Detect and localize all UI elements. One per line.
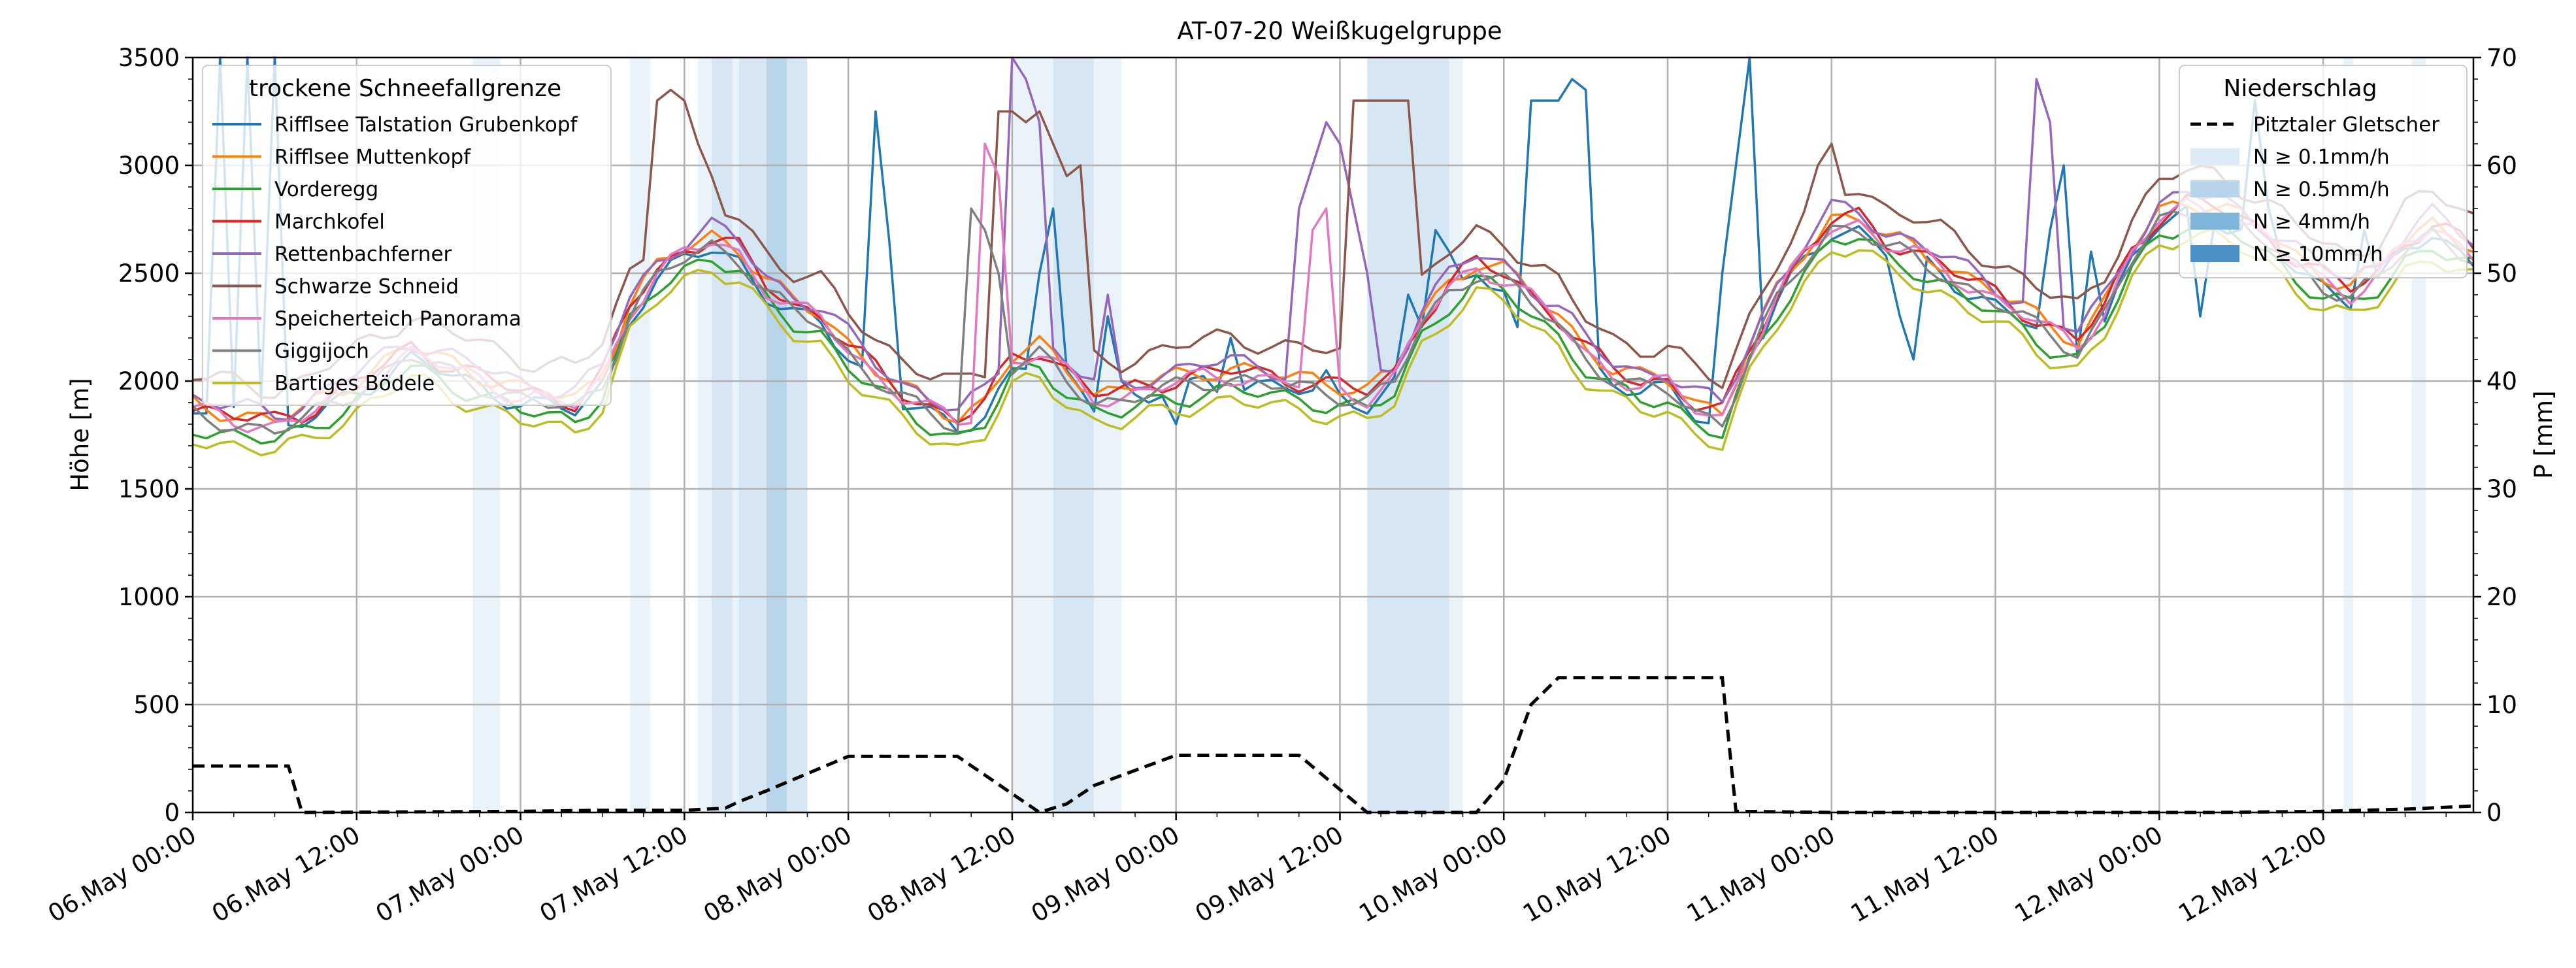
series-line-4 — [192, 193, 2475, 424]
y-tick-label-left: 3500 — [118, 44, 180, 72]
legend-band-swatch-2 — [2190, 180, 2239, 197]
y-tick-label-right: 0 — [2486, 799, 2502, 827]
x-tick-label: 10.May 00:00 — [1354, 821, 1511, 928]
precip-band-12 — [1449, 58, 1463, 812]
x-tick-label: 12.May 00:00 — [2010, 821, 2168, 928]
legend-label-3: Vorderegg — [274, 178, 378, 201]
plot-frame — [191, 56, 2475, 814]
precip-band-1 — [629, 58, 651, 812]
precip-band-11 — [1367, 58, 1449, 812]
legend-label-9: Bartiges Bödele — [274, 372, 435, 395]
precip-band-10 — [1094, 58, 1122, 812]
y-tick-label-left: 1500 — [118, 475, 180, 503]
legend-right-label-0: Pitztaler Gletscher — [2253, 113, 2439, 137]
legend-label-7: Speicherteich Panorama — [274, 307, 521, 331]
legend-label-6: Schwarze Schneid — [274, 275, 459, 299]
x-tick-label: 12.May 12:00 — [2173, 821, 2331, 928]
precip-band-6 — [766, 58, 787, 812]
x-tick-label: 11.May 12:00 — [1846, 821, 2004, 928]
y-tick-label-right: 70 — [2486, 44, 2517, 72]
precipitation-line — [193, 676, 2474, 814]
legend-label-4: Marchkofel — [274, 210, 385, 234]
precip-band-3 — [712, 58, 733, 812]
x-tick-label: 10.May 12:00 — [1518, 821, 1676, 928]
series-line-9 — [192, 227, 2474, 457]
chart-title: AT-07-20 Weißkugelgruppe — [1177, 17, 1502, 45]
legend-label-2: Rifflsee Muttenkopf — [274, 146, 471, 169]
y-axis-label-right: P [mm] — [2530, 390, 2558, 478]
x-tick-label: 06.May 00:00 — [43, 821, 201, 928]
x-tick-label: 11.May 00:00 — [1682, 821, 1840, 928]
x-tick-label: 06.May 12:00 — [207, 821, 365, 928]
legend-left: trockene Schneefallgrenze Rifflsee Talst… — [202, 65, 612, 406]
precipitation-bands — [472, 58, 2426, 812]
x-tick-label: 07.May 12:00 — [535, 821, 693, 928]
precip-band-9 — [1053, 58, 1095, 812]
legend-right-label-1: N ≥ 0.1mm/h — [2253, 146, 2390, 169]
y-tick-label-right: 20 — [2486, 583, 2517, 611]
legend-right-title: Niederschlag — [2223, 75, 2377, 102]
y-tick-label-right: 30 — [2486, 475, 2517, 503]
precip-band-5 — [738, 58, 767, 812]
series-line-1 — [193, 56, 2475, 433]
legend-band-swatch-4 — [2190, 245, 2239, 262]
legend-band-swatch-3 — [2190, 212, 2239, 230]
y-tick-label-left: 0 — [164, 799, 180, 827]
legend-label-5: Rettenbachferner — [274, 242, 452, 266]
legend-band-swatch-1 — [2190, 148, 2239, 165]
x-tick-label: 08.May 12:00 — [863, 821, 1020, 928]
series-lines — [191, 56, 2475, 457]
y-tick-label-right: 50 — [2486, 259, 2517, 288]
legend-right-label-2: N ≥ 0.5mm/h — [2253, 178, 2390, 201]
y-tick-label-right: 40 — [2486, 367, 2517, 395]
y-tick-label-left: 500 — [133, 691, 180, 719]
x-tick-label: 07.May 00:00 — [371, 821, 529, 928]
x-tick-label: 09.May 12:00 — [1191, 821, 1348, 928]
legend-right: Niederschlag Pitztaler Gletscher N ≥ 0.1m… — [2179, 65, 2468, 278]
y-tick-label-left: 1000 — [118, 583, 180, 611]
y-tick-label-right: 60 — [2486, 152, 2517, 180]
precip-dashed-line — [193, 676, 2474, 814]
x-tick-label: 08.May 00:00 — [699, 821, 856, 928]
series-line-7 — [192, 142, 2475, 433]
precip-band-4 — [732, 58, 739, 812]
legend-right-label-3: N ≥ 4mm/h — [2253, 210, 2370, 234]
y-tick-label-left: 2000 — [118, 367, 180, 395]
precip-band-8 — [1012, 58, 1053, 812]
y-tick-label-left: 2500 — [118, 259, 180, 288]
precip-band-7 — [787, 58, 808, 812]
y-tick-label-right: 10 — [2486, 691, 2517, 719]
legend-label-8: Giggijoch — [274, 340, 369, 363]
legend-right-label-4: N ≥ 10mm/h — [2253, 242, 2383, 266]
y-axis-label-left: Höhe [m] — [66, 378, 94, 491]
legend-label-1: Rifflsee Talstation Grubenkopf — [274, 113, 578, 137]
x-tick-label: 09.May 00:00 — [1027, 821, 1184, 928]
legend-left-title: trockene Schneefallgrenze — [249, 75, 561, 102]
y-tick-label-left: 3000 — [118, 152, 180, 180]
